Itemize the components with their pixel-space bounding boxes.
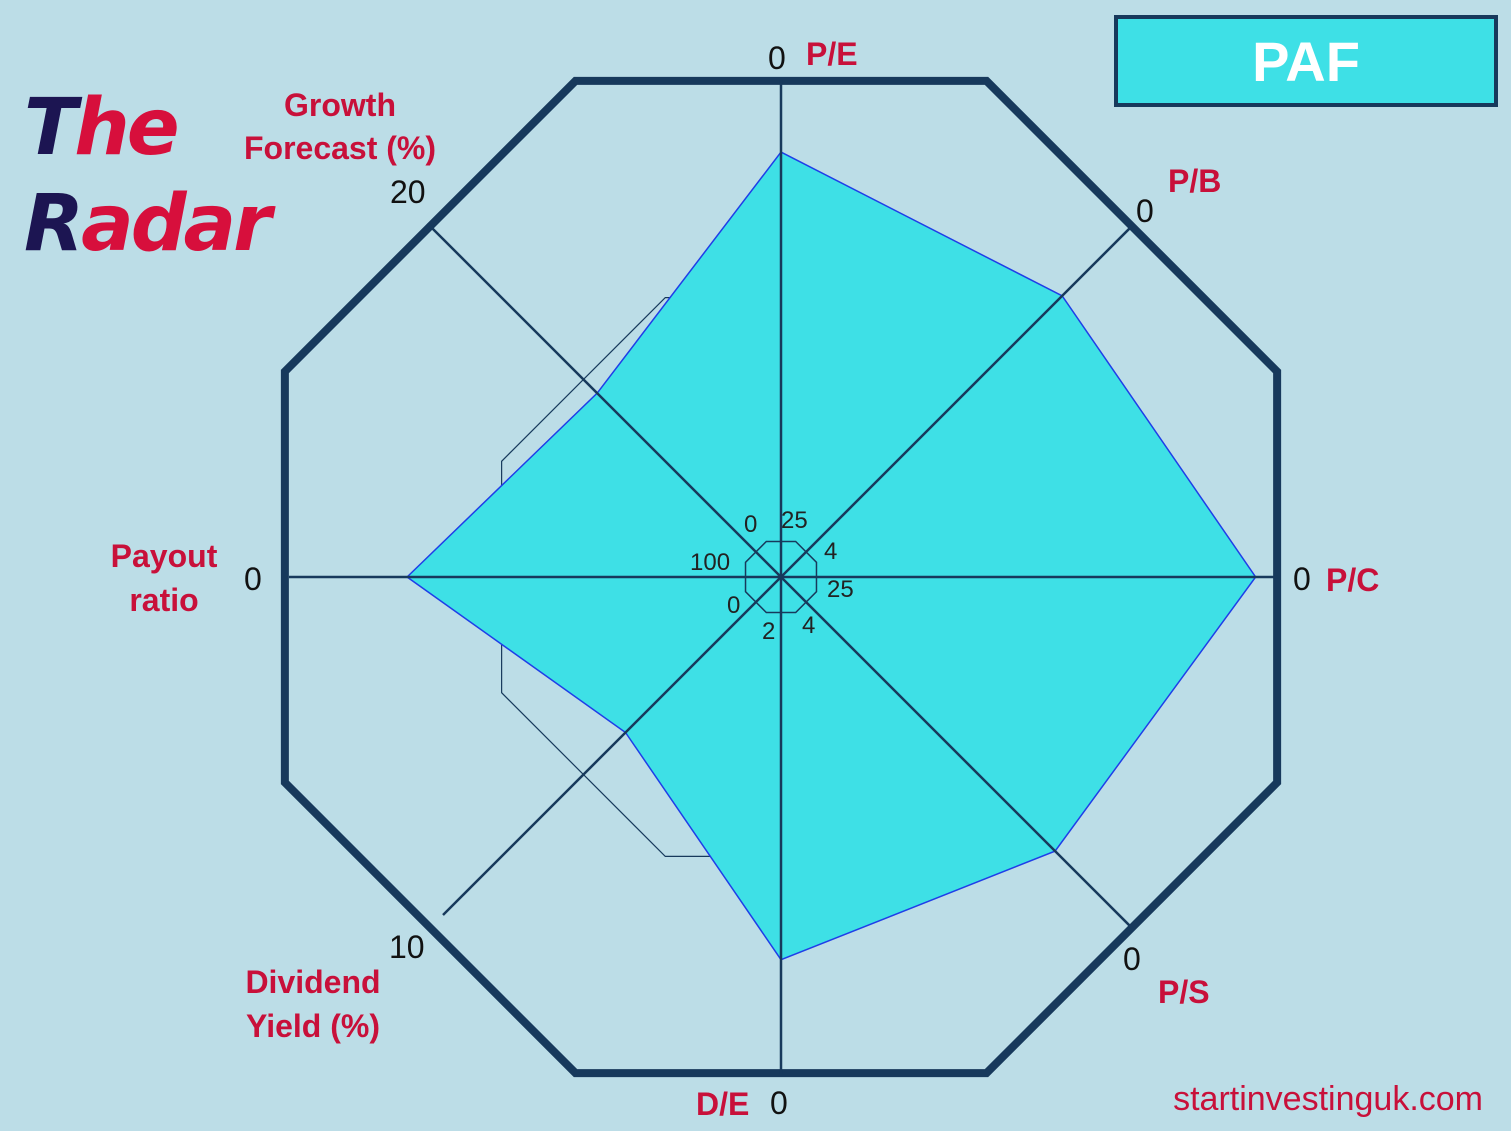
outer-scale-label-6: 10 <box>389 929 425 965</box>
inner-scale-label-2: 4 <box>824 538 837 565</box>
spokes <box>289 80 1278 1074</box>
outer-scale-label-7: 0 <box>244 561 262 597</box>
logo-the-radar: The Radar <box>24 80 272 272</box>
axis-label-5: D/E <box>696 1086 749 1122</box>
inner-scale-label-3: 25 <box>827 576 854 603</box>
outer-scale-label-2: 0 <box>1136 193 1154 229</box>
outer-scale-label-1: 0 <box>768 40 786 76</box>
axis-label-6-line-2: Yield (%) <box>246 1008 380 1044</box>
logo-letter-t: T <box>24 83 77 173</box>
outer-scale-label-4: 0 <box>1123 941 1141 977</box>
logo-line-1: The <box>24 80 269 176</box>
axis-label-3: P/C <box>1326 562 1379 598</box>
outer-scale-label-8: 20 <box>390 174 426 210</box>
axis-label-8-line-2: Forecast (%) <box>244 130 436 166</box>
inner-scale-label-8: 0 <box>744 511 757 538</box>
logo-letter-r: R <box>24 179 84 269</box>
axis-label-7-line-1: Payout <box>111 538 218 574</box>
axis-label-7-line-2: ratio <box>129 582 198 618</box>
spoke-2 <box>780 224 1134 578</box>
ticker-badge: PAF <box>1114 15 1498 107</box>
inner-ring <box>744 540 818 614</box>
inner-scale-label-7: 100 <box>690 549 730 576</box>
inner-scale-label-5: 2 <box>762 618 775 645</box>
site-url: startinvestinguk.com <box>1173 1080 1483 1118</box>
axis-label-6-line-1: Dividend <box>245 964 380 1000</box>
logo-adar: adar <box>81 179 272 269</box>
logo-he: he <box>74 83 179 173</box>
outer-scale-label-3: 0 <box>1293 561 1311 597</box>
spoke-6 <box>442 576 782 916</box>
logo-line-2: Radar <box>24 176 272 272</box>
axis-label-4: P/S <box>1158 974 1210 1010</box>
axis-label-8-line-1: Growth <box>284 87 396 123</box>
outer-scale-label-5: 0 <box>770 1085 788 1121</box>
inner-scale-label-4: 4 <box>802 612 815 639</box>
spoke-4 <box>780 576 1134 930</box>
outer-frame <box>280 76 1282 1078</box>
inner-scale-label-6: 0 <box>727 592 740 619</box>
axis-label-1: P/E <box>806 36 858 72</box>
axis-label-2: P/B <box>1168 163 1221 199</box>
inner-scale-label-1: 25 <box>781 507 808 534</box>
spoke-8 <box>426 222 782 578</box>
